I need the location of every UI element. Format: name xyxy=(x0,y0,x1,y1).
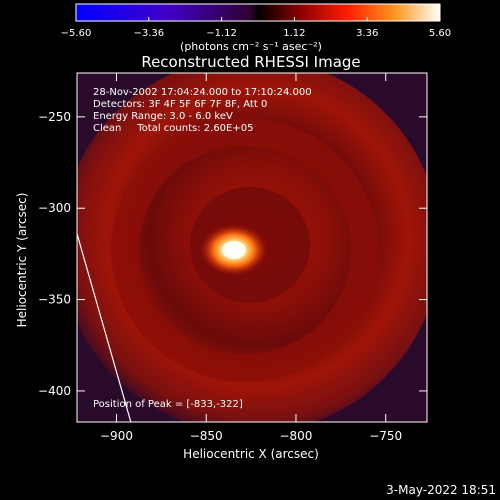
y-tick-label: −400 xyxy=(38,384,71,398)
colorbar xyxy=(76,4,440,21)
annotation-energy: Energy Range: 3.0 - 6.0 keV xyxy=(93,111,233,122)
y-tick-label: −300 xyxy=(38,201,71,215)
colorbar-tick-label: 1.12 xyxy=(283,28,305,39)
plot-frame xyxy=(76,72,428,423)
y-tick-label: −250 xyxy=(38,110,71,124)
y-tick-label: −350 xyxy=(38,293,71,307)
colorbar-tick-label: −5.60 xyxy=(61,28,92,39)
heatmap-image xyxy=(77,73,427,422)
x-tick-label: −800 xyxy=(279,429,312,443)
annotation-clean: Clean Total counts: 2.60E+05 xyxy=(93,123,253,134)
annotation-detectors: Detectors: 3F 4F 5F 6F 7F 8F, Att 0 xyxy=(93,99,267,110)
colorbar-tick-label: −1.12 xyxy=(206,28,237,39)
peak-position-label: Position of Peak = [-833,-322] xyxy=(93,399,243,410)
colorbar-tick-label: 5.60 xyxy=(429,28,451,39)
chart-title: Reconstructed RHESSI Image xyxy=(141,53,360,71)
colorbar-tick-label: −3.36 xyxy=(133,28,164,39)
axis-ticks: −900 −850 −800 −750 −250 −300 −350 −400 xyxy=(38,73,427,443)
colorbar-ticks: −5.60 −3.36 −1.12 1.12 3.36 5.60 xyxy=(61,3,451,39)
x-tick-label: −900 xyxy=(100,429,133,443)
x-tick-label: −850 xyxy=(190,429,223,443)
limb-line xyxy=(76,233,132,423)
footer-date: 3-May-2022 18:51 xyxy=(386,483,496,497)
colorbar-frame xyxy=(75,3,441,22)
y-axis-label: Heliocentric Y (arcsec) xyxy=(15,193,29,328)
x-axis-label: Heliocentric X (arcsec) xyxy=(183,447,319,461)
colorbar-tick-label: 3.36 xyxy=(356,28,378,39)
colorbar-unit-label: (photons cm⁻² s⁻¹ asec⁻²) xyxy=(180,40,322,53)
annotation-time: 28-Nov-2002 17:04:24.000 to 17:10:24.000 xyxy=(93,87,312,98)
x-tick-label: −750 xyxy=(369,429,402,443)
